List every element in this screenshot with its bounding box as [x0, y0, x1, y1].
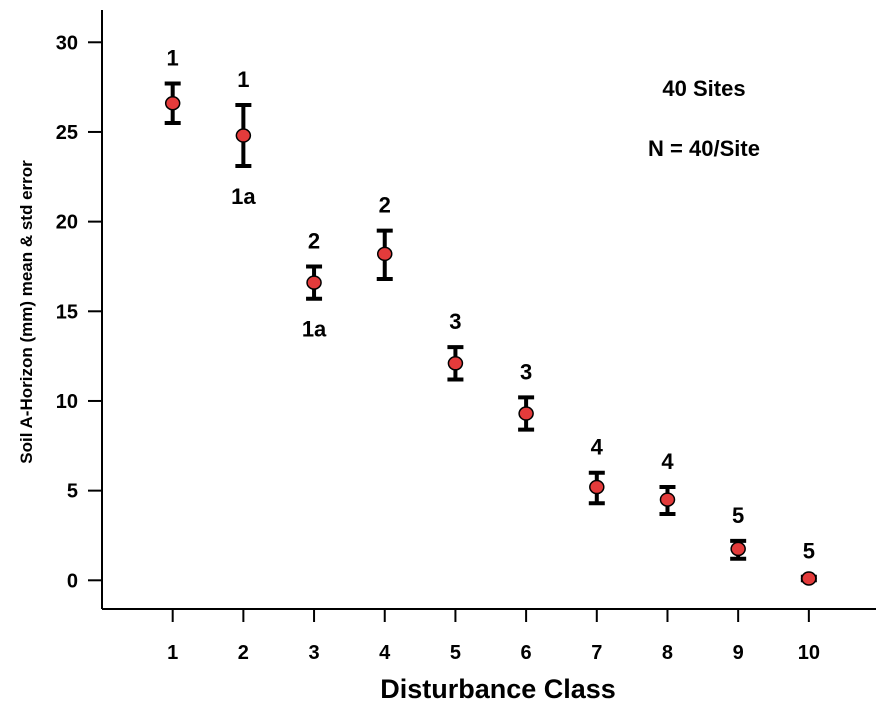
- x-tick-label: 7: [591, 642, 602, 664]
- y-tick-label: 0: [67, 570, 78, 592]
- axes: [101, 10, 876, 610]
- data-point: [164, 96, 181, 111]
- data-point: [376, 246, 393, 262]
- x-tick-label: 10: [798, 642, 820, 664]
- y-tick-label: 15: [56, 301, 78, 323]
- x-tick-label: 1: [167, 642, 178, 664]
- data-point: [306, 275, 322, 290]
- y-tick-label: 30: [56, 32, 78, 54]
- data-point: [659, 492, 676, 507]
- annotation-n: N = 40/Site: [648, 136, 760, 161]
- data-point: [730, 541, 746, 557]
- data-point: [801, 571, 817, 586]
- group-label-above: 1: [167, 46, 179, 71]
- x-tick-label: 5: [450, 642, 461, 664]
- group-label-below: 1a: [231, 184, 256, 209]
- y-tick-label: 25: [56, 122, 78, 144]
- group-label-above: 5: [803, 539, 815, 564]
- group-label-above: 5: [732, 503, 744, 528]
- group-label-above: 2: [379, 193, 391, 218]
- data-point: [589, 479, 605, 495]
- y-axis-label: Soil A-Horizon (mm) mean & std error: [17, 160, 36, 464]
- y-tick-label: 5: [67, 481, 78, 503]
- group-label-above: 1: [237, 67, 249, 92]
- data-point: [235, 128, 252, 143]
- x-ticks: 1 2 3 4 5 6 7 8 9 10: [167, 609, 820, 664]
- x-tick-label: 4: [379, 642, 391, 664]
- x-axis-label: Disturbance Class: [380, 674, 616, 704]
- group-label-above: 4: [661, 449, 674, 474]
- x-tick-label: 3: [308, 642, 319, 664]
- x-tick-label: 8: [662, 642, 673, 664]
- data-point: [447, 356, 464, 371]
- group-labels: 1 1 1a 2 1a 2 3 3 4 4 5 5: [167, 46, 815, 564]
- data-points: [164, 81, 817, 586]
- y-ticks: 0 5 10 15 20 25 30: [56, 32, 102, 592]
- x-tick-label: 9: [733, 642, 744, 664]
- group-label-below: 1a: [302, 317, 327, 342]
- group-label-above: 3: [520, 359, 532, 384]
- group-label-above: 2: [308, 228, 320, 253]
- group-label-above: 4: [591, 435, 604, 460]
- y-tick-label: 20: [56, 212, 78, 234]
- x-tick-label: 6: [521, 642, 532, 664]
- annotation-sites: 40 Sites: [662, 76, 745, 101]
- data-point: [518, 406, 534, 421]
- y-tick-label: 10: [56, 391, 78, 413]
- group-label-above: 3: [449, 309, 461, 334]
- x-tick-label: 2: [238, 642, 249, 664]
